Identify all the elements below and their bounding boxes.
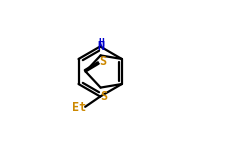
Text: S: S [100,90,107,103]
Text: Et: Et [72,101,86,114]
Text: N: N [98,40,105,53]
Text: H: H [98,38,104,48]
Text: S: S [99,55,106,68]
